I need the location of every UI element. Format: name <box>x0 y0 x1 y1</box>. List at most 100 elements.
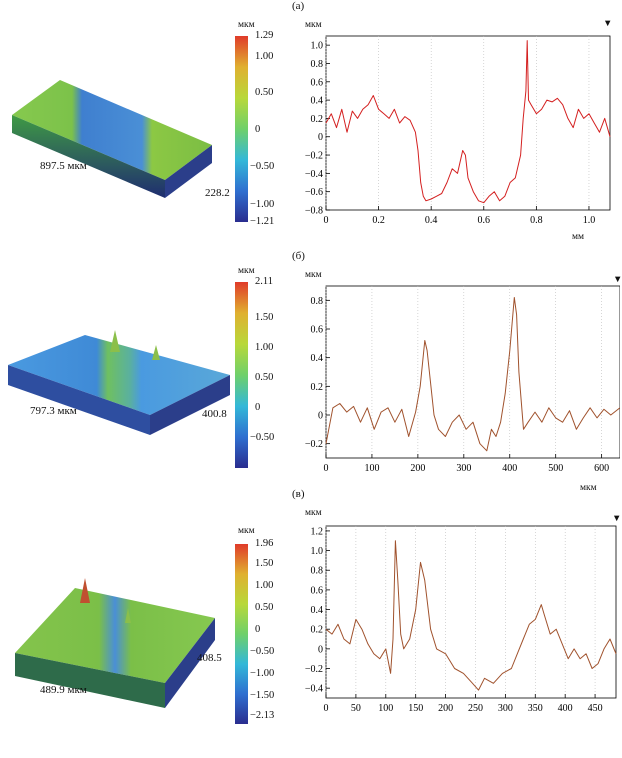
x-tick-label: 0 <box>324 215 329 226</box>
panel-label: (б) <box>292 250 305 262</box>
colorbar-c <box>235 544 248 724</box>
x-tick-label: 500 <box>548 463 563 474</box>
colorbar-tick: −1.21 <box>250 216 275 227</box>
x-tick-label: 350 <box>528 703 543 714</box>
panel-label: (в) <box>292 488 305 500</box>
y-tick-label: 0.2 <box>311 114 324 125</box>
colorbar-tick: −0.50 <box>250 646 275 657</box>
x-tick-label: 400 <box>502 463 517 474</box>
colorbar-tick: −0.50 <box>250 161 275 172</box>
y-tick-label: 0.4 <box>311 353 324 364</box>
profile-y-unit: мкм <box>305 20 322 30</box>
x-tick-label: 0.6 <box>478 215 491 226</box>
colorbar-unit: мкм <box>238 20 255 30</box>
surface-length-label: 797.3 мкм <box>30 405 77 417</box>
y-tick-label: −0.4 <box>305 684 323 695</box>
colorbar-tick: 1.50 <box>255 558 274 569</box>
x-tick-label: 0 <box>324 703 329 714</box>
colorbar-unit: мкм <box>238 266 255 276</box>
colorbar-tick: 0.50 <box>255 602 274 613</box>
y-tick-label: −0.2 <box>305 439 323 450</box>
y-tick-label: 0.6 <box>311 325 324 336</box>
colorbar-tick: 0 <box>255 402 261 413</box>
colorbar-tick: 2.11 <box>255 276 273 287</box>
y-tick-label: 0.6 <box>311 77 324 88</box>
profile-series-line <box>325 297 620 452</box>
colorbar-tick: 0.50 <box>255 372 274 383</box>
x-tick-label: 100 <box>364 463 379 474</box>
profile-chart-b: 0 100 200 300 400 500 600 −0.2 0 0.2 0.4 0.6 0.8 <box>305 285 620 474</box>
profile-y-unit: мкм <box>305 508 322 518</box>
y-tick-label: 0.8 <box>311 59 324 70</box>
x-tick-label: 0.8 <box>530 215 543 226</box>
colorbar-unit: мкм <box>238 526 255 536</box>
x-tick-label: 0.2 <box>372 215 385 226</box>
y-tick-label: 0.4 <box>311 605 324 616</box>
y-tick-label: 0.8 <box>311 566 324 577</box>
surface-length-label: 897.5 мкм <box>40 160 87 172</box>
y-tick-label: 0 <box>318 644 323 655</box>
profile-series-line <box>325 540 617 691</box>
colorbar-tick: −2.13 <box>250 710 275 721</box>
y-tick-label: −0.6 <box>305 187 323 198</box>
colorbar-tick: 1.00 <box>255 51 274 62</box>
y-tick-label: −0.4 <box>305 169 323 180</box>
y-tick-label: 1.2 <box>311 526 324 537</box>
profile-chart-c: 0 50 100 150 200 250 300 350 400 450 −0.4 −0.2 0 0.2 0… <box>305 525 617 714</box>
y-tick-label: 0 <box>318 411 323 422</box>
colorbar-tick: 0.50 <box>255 87 274 98</box>
y-tick-label: 0.6 <box>311 585 324 596</box>
panel-a: 897.5 мкм 228.2 мкм 1.29 1.00 0.50 0 −0.… <box>0 0 622 242</box>
y-tick-label: 0.8 <box>311 296 324 307</box>
x-tick-label: 150 <box>408 703 423 714</box>
y-tick-label: −0.2 <box>305 664 323 675</box>
x-tick-label: 400 <box>558 703 573 714</box>
x-tick-label: 0 <box>324 463 329 474</box>
surface-width-label: 408.5 <box>197 652 222 664</box>
colorbar-tick: 1.29 <box>255 30 274 41</box>
profile-y-unit: мкм <box>305 270 322 280</box>
colorbar-tick: −1.50 <box>250 690 275 701</box>
x-tick-label: 200 <box>410 463 425 474</box>
profile-x-unit: мм <box>572 232 585 242</box>
profile-marker-icon: ▼ <box>612 514 622 524</box>
y-tick-label: 1.0 <box>311 546 324 557</box>
colorbar-a <box>235 36 248 222</box>
y-tick-label: 1.0 <box>311 41 324 52</box>
x-tick-label: 100 <box>378 703 393 714</box>
x-tick-label: 300 <box>456 463 471 474</box>
y-tick-label: 0 <box>318 132 323 143</box>
surface-plot-c <box>15 578 215 708</box>
x-tick-label: 250 <box>468 703 483 714</box>
profile-chart-a: 0 0.2 0.4 0.6 0.8 1.0 −0.8 −0.6 −0.4 −0.2 0 0.2 0.4 0… <box>305 35 611 226</box>
panel-b: 797.3 мкм 400.8 мкм 2.11 1.50 1.00 0.50 … <box>0 250 622 493</box>
y-tick-label: 0.2 <box>311 382 324 393</box>
colorbar-ticks-c: 1.96 1.50 1.00 0.50 0 −0.50 −1.00 −1.50 … <box>250 538 305 738</box>
surface-plot-a <box>12 80 212 198</box>
plot-frame <box>325 285 620 459</box>
profile-marker-icon: ▼ <box>603 19 613 29</box>
surface-length-label: 489.9 мкм <box>40 684 87 696</box>
colorbar-tick: 0 <box>255 124 261 135</box>
panel-c: 489.9 мкм 408.5 мкм 1.96 1.50 1.00 0.50 … <box>0 488 622 732</box>
y-tick-label: 0.2 <box>311 625 324 636</box>
x-tick-label: 600 <box>594 463 609 474</box>
colorbar-tick: 1.96 <box>255 538 274 549</box>
x-tick-label: 200 <box>438 703 453 714</box>
x-tick-label: 300 <box>498 703 513 714</box>
surface-width-label: 228.2 <box>205 187 230 199</box>
colorbar-tick: 1.00 <box>255 580 274 591</box>
surface-plot-b <box>8 330 230 435</box>
plot-frame <box>325 525 617 699</box>
colorbar-tick: 1.00 <box>255 342 274 353</box>
plot-frame <box>325 35 611 211</box>
x-tick-label: 450 <box>588 703 603 714</box>
colorbar-b <box>235 282 248 468</box>
colorbar-ticks-a: 1.29 1.00 0.50 0 −0.50 −1.00 −1.21 <box>250 30 305 230</box>
y-tick-label: −0.8 <box>305 206 323 217</box>
profile-series-line <box>325 40 611 204</box>
colorbar-tick: −1.00 <box>250 199 275 210</box>
surface-width-label: 400.8 <box>202 408 227 420</box>
profile-marker-icon: ▼ <box>613 275 622 285</box>
x-tick-label: 1.0 <box>583 215 596 226</box>
